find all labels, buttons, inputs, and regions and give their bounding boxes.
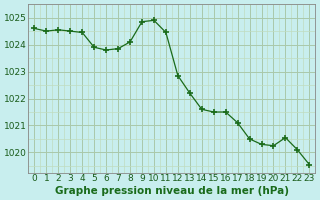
X-axis label: Graphe pression niveau de la mer (hPa): Graphe pression niveau de la mer (hPa) [55, 186, 289, 196]
